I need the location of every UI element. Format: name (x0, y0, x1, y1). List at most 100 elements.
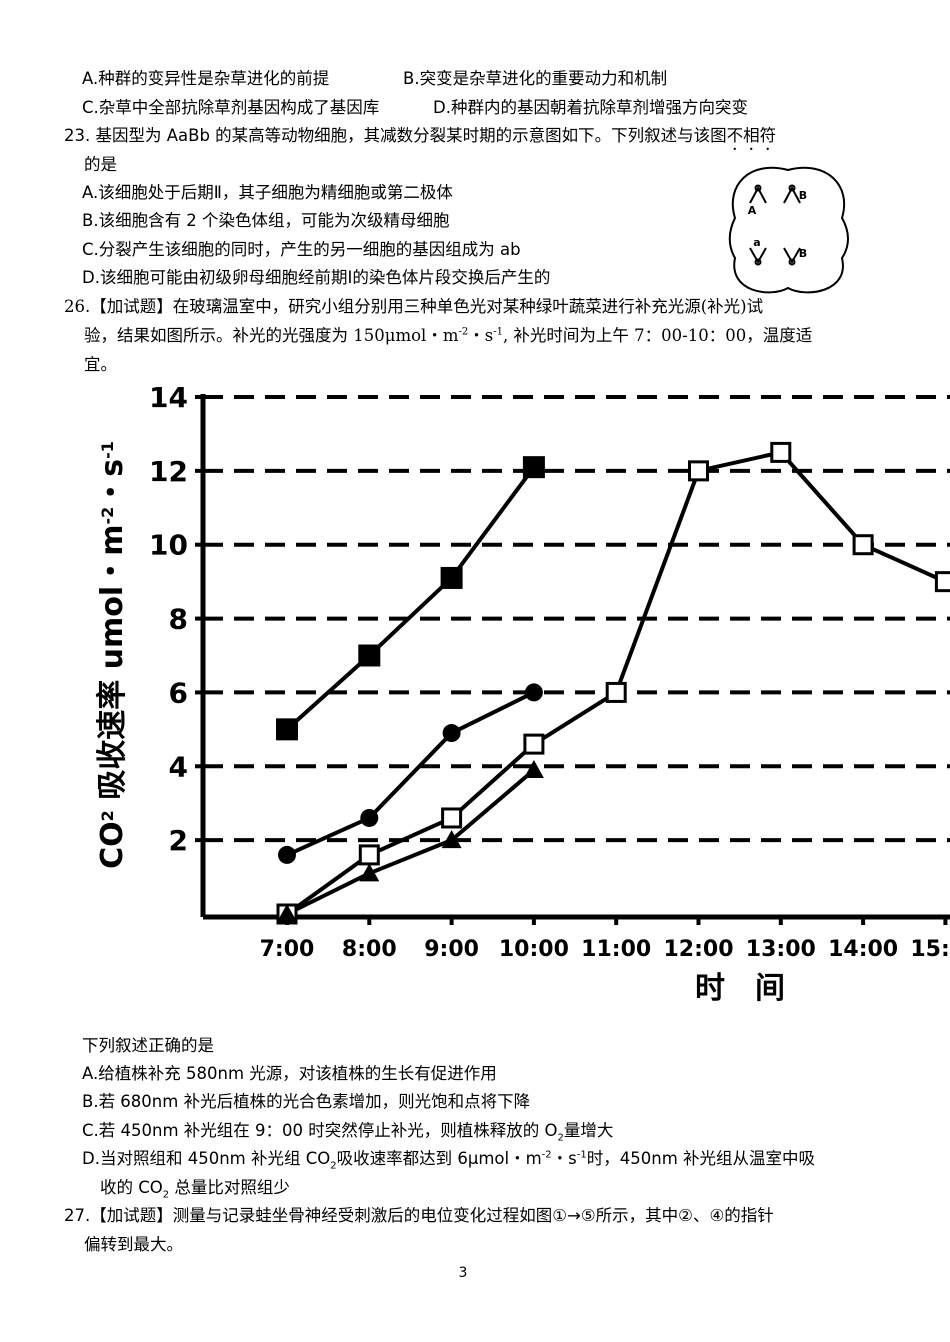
text-run: B.若 680nm 补光后植株的光合色素增加，则光饱和点将下降 (82, 1092, 531, 1111)
question-stem: 26.【加试题】在玻璃温室中，研究小组分别用三种单色光对某种绿叶蔬菜进行补充光源… (64, 297, 763, 317)
y-tick-label: 6 (169, 676, 188, 709)
text-run: A.给植株补充 580nm 光源，对该植株的生长有促进作用 (82, 1064, 497, 1083)
cell-diagram (728, 166, 849, 294)
text-run: 偏转到最大。 (84, 1235, 183, 1254)
diagram-label: B (799, 189, 807, 202)
option: 收的 CO2 总量比对照组少 (100, 1178, 290, 1201)
y-label-run: ・s (95, 459, 130, 507)
option: B.该细胞含有 2 个染色体组，可能为次级精母细胞 (82, 211, 450, 230)
question-stem: 验，结果如图所示。补光的光强度为 150μmol・m-2・s-1, 补光时间为上… (84, 326, 812, 346)
x-tick-label: 9:00 (424, 937, 479, 962)
x-tick-label: 14:00 (828, 937, 898, 962)
marker (524, 683, 543, 702)
question-stem: 偏转到最大。 (84, 1235, 183, 1255)
marker (358, 844, 380, 866)
marker (440, 566, 463, 589)
text-run: , 补光时间为上午 7：00-10：00，温度适 (502, 326, 813, 345)
text-run: 吸收速率都达到 6μmol・m (336, 1149, 542, 1168)
option: A.该细胞处于后期Ⅱ，其子细胞为精细胞或第二极体 (82, 183, 453, 202)
option: B.若 680nm 补光后植株的光合色素增加，则光饱和点将下降 (82, 1092, 530, 1112)
x-axis-label: 时 间 (695, 971, 785, 1006)
text-run: ・s (468, 326, 494, 345)
marker (442, 724, 461, 743)
chart: 2 4 6 8 10 12 14 7:00 8:00 9:00 10:00 11:00 12:00 13:… (95, 381, 950, 1006)
y-axis-label: CO2 吸收速率 umol・m-2・s-1 (95, 441, 130, 869)
text-run: -2 (458, 326, 469, 338)
x-tick-label: 12:00 (663, 937, 733, 962)
option: D.该细胞可能由初级卵母细胞经前期Ⅰ的染色体片段交换后产生的 (82, 268, 551, 287)
text-run: 2 (162, 1189, 170, 1201)
marker (523, 733, 545, 755)
y-tick-label: 14 (149, 381, 188, 414)
text-run: 23. 基因型为 AaBb 的某高等动物细胞，其减数分裂某时期的示意图如下。下列… (64, 126, 727, 145)
series-line (286, 768, 536, 916)
diagram-label: A (748, 204, 757, 217)
marker (441, 830, 462, 849)
option: C.分裂产生该细胞的同时，产生的另一细胞的基因组成为 ab (82, 240, 521, 259)
y-label-run: -2 (98, 507, 117, 525)
x-tick-label: 8:00 (342, 937, 397, 962)
x-tick-label: 11:00 (581, 937, 651, 962)
y-tick-label: 2 (169, 824, 188, 857)
y-tick-label: 10 (149, 529, 188, 562)
option: D.当对照组和 450nm 补光组 CO2吸收速率都达到 6μmol・m-2・s… (82, 1149, 816, 1171)
question-stem: 的是 (84, 155, 117, 175)
marker (688, 460, 709, 482)
marker (934, 571, 950, 593)
text-run: 宜。 (84, 355, 117, 374)
diagram-label: a (753, 236, 760, 249)
text-run: 2 (557, 1132, 564, 1144)
y-label-run: -1 (98, 441, 117, 459)
text-run: -2 (541, 1149, 552, 1161)
text-run: 26.【加试题】在玻璃温室中，研究小组分别用三种单色光对某种绿叶蔬菜进行补充光源… (64, 297, 764, 316)
marker (278, 845, 296, 864)
text-run: C.若 450nm 补光组在 9：00 时突然停止补光，则植株释放的 O (82, 1121, 558, 1140)
text-run: -1 (576, 1149, 587, 1161)
marker (358, 644, 381, 667)
text-run: 验，结果如图所示。补光的光强度为 150μmol・m (84, 326, 459, 345)
x-tick-label: 15:00 (910, 937, 950, 962)
text-run: ・s (551, 1149, 577, 1168)
page-number: 3 (459, 1265, 468, 1281)
option: A.种群的变异性是杂草进化的前提 (82, 69, 330, 88)
marker (770, 441, 792, 463)
question-stem: 宜。 (84, 355, 117, 375)
marker (277, 904, 297, 922)
text-run: 27.【加试题】测量与记录蛙坐骨神经受刺激后的电位变化过程如图①→⑤所示，其中②… (64, 1206, 774, 1225)
text-run: 总量比对照组少 (169, 1178, 290, 1197)
option: B.突变是杂草进化的重要动力和机制 (403, 69, 668, 88)
text-run: 的是 (84, 155, 117, 174)
marker (522, 456, 545, 479)
marker (360, 808, 379, 827)
text-run: -1 (493, 326, 503, 338)
y-label-run: 2 (98, 810, 117, 821)
marker (441, 807, 463, 829)
diagram-label: B (799, 247, 807, 260)
x-tick-label: 7:00 (260, 937, 315, 962)
option: A.给植株补充 580nm 光源，对该植株的生长有促进作用 (82, 1064, 497, 1084)
marker (523, 759, 544, 778)
marker (605, 681, 627, 703)
y-label-run: 吸收速率 umol・m (95, 525, 130, 811)
text-run: 时，450nm 补光组从温室中吸 (586, 1149, 816, 1168)
x-tick-label: 10:00 (499, 937, 569, 962)
question-text: 下列叙述正确的是 (82, 1036, 214, 1055)
text-run: 不相符 (726, 126, 777, 145)
question-stem: 23. 基因型为 AaBb 的某高等动物细胞，其减数分裂某时期的示意图如下。下列… (64, 126, 776, 154)
option: C.若 450nm 补光组在 9：00 时突然停止补光，则植株释放的 O2量增大 (82, 1121, 614, 1144)
marker (359, 863, 380, 882)
marker (276, 718, 298, 741)
series-line (285, 465, 536, 731)
option: C.杂草中全部抗除草剂基因构成了基因库 (82, 98, 380, 117)
text-run: 收的 CO (100, 1178, 163, 1197)
text-run: 量增大 (563, 1121, 614, 1140)
x-tick-label: 13:00 (746, 937, 816, 962)
y-label-run: CO (95, 821, 130, 869)
text-run: D.当对照组和 450nm 补光组 CO (82, 1149, 331, 1168)
y-tick-label: 4 (169, 750, 188, 783)
y-tick-label: 12 (149, 455, 188, 488)
series-line (286, 690, 535, 857)
marker (852, 534, 874, 556)
